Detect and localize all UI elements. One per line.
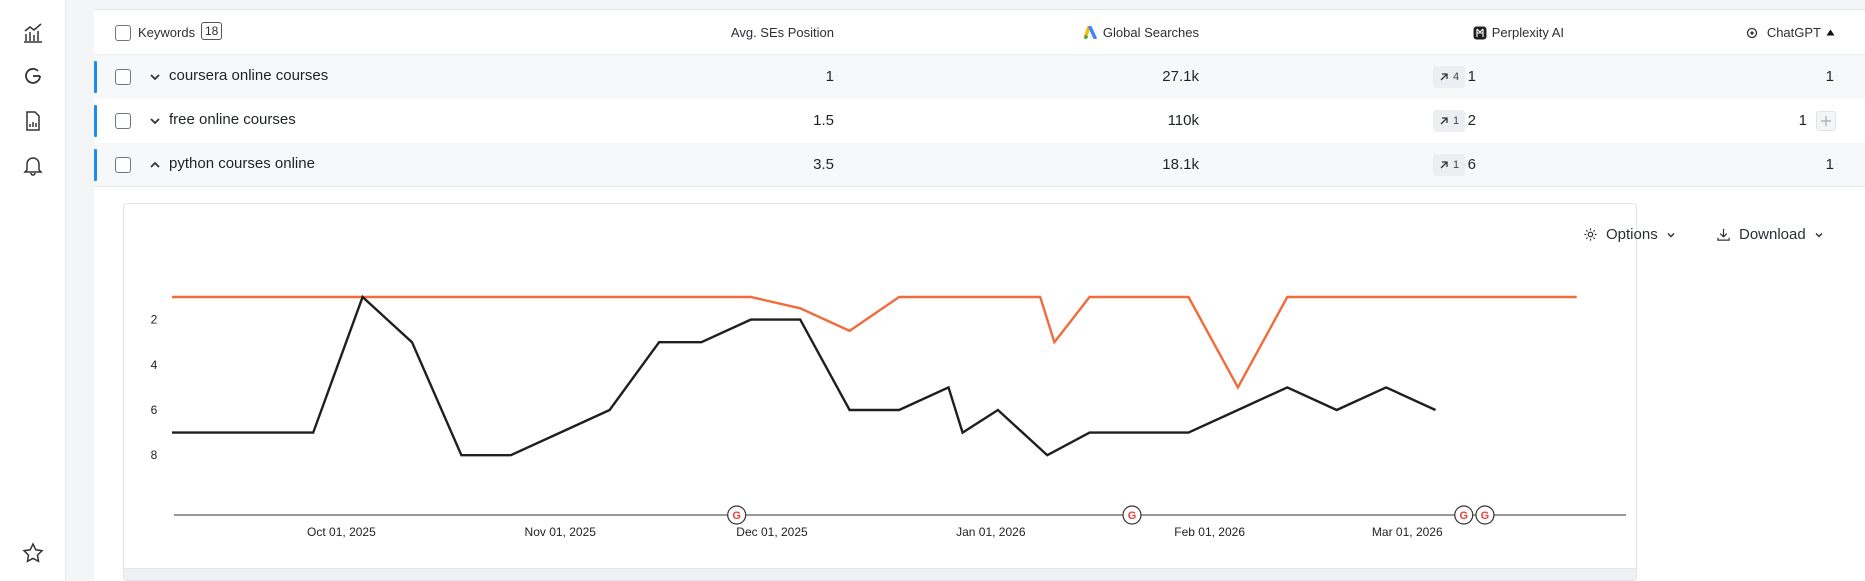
table-row[interactable]: python courses online 3.5 18.1k 6 1 1 bbox=[94, 143, 1865, 187]
chevron-up-icon[interactable] bbox=[148, 158, 162, 172]
trend-value: 1 bbox=[1453, 159, 1460, 171]
trend-badge[interactable]: 4 bbox=[1433, 66, 1466, 88]
position-history-chart-card: Options Download 2 4 6 8 Oct 01, 2025 Nov 01,… bbox=[123, 203, 1823, 581]
google-update-marker-label: G bbox=[1481, 510, 1490, 522]
google-ads-icon bbox=[1083, 26, 1097, 39]
download-button[interactable]: Download bbox=[1716, 226, 1824, 243]
series-line-orange bbox=[172, 295, 1577, 390]
options-button[interactable]: Options bbox=[1583, 226, 1676, 243]
download-label: Download bbox=[1739, 226, 1806, 243]
series-line-black bbox=[172, 294, 1436, 457]
google-update-marker bbox=[1475, 505, 1495, 525]
keyword-cell[interactable]: coursera online courses bbox=[169, 67, 329, 84]
main-content: Keywords 18 Avg. SEs Position Global Sea… bbox=[94, 0, 1865, 581]
chatgpt-header[interactable]: ChatGPT bbox=[1746, 25, 1835, 40]
google-update-marker bbox=[727, 505, 747, 525]
report-icon[interactable] bbox=[20, 108, 46, 134]
keyword-cell[interactable]: free online courses bbox=[169, 111, 296, 128]
x-tick-label: Jan 01, 2026 bbox=[956, 525, 1026, 539]
google-update-marker bbox=[1122, 505, 1142, 525]
trend-value: 1 bbox=[1453, 115, 1460, 127]
chatgpt-cell: 1 bbox=[1825, 68, 1834, 85]
global-searches-cell: 18.1k bbox=[1162, 156, 1199, 173]
download-icon bbox=[1717, 228, 1730, 241]
trend-badge[interactable]: 1 bbox=[1433, 154, 1466, 176]
perplexity-cell: 6 bbox=[1467, 156, 1476, 173]
google-update-marker-label: G bbox=[1459, 510, 1468, 522]
google-update-marker bbox=[1454, 505, 1474, 525]
avg-position-header-label: Avg. SEs Position bbox=[730, 25, 834, 40]
google-update-marker-label: G bbox=[732, 510, 741, 522]
line-chart[interactable]: 2 4 6 8 Oct 01, 2025 Nov 01, 2025 Dec 01, 2025… bbox=[124, 204, 1636, 570]
select-all-checkbox[interactable] bbox=[115, 25, 131, 41]
avg-position-cell: 1.5 bbox=[813, 112, 834, 129]
sidebar bbox=[0, 0, 66, 581]
perplexity-cell: 2 bbox=[1467, 112, 1476, 129]
global-searches-cell: 110k bbox=[1167, 112, 1199, 129]
google-icon[interactable] bbox=[20, 63, 46, 89]
add-icon[interactable] bbox=[1816, 111, 1836, 131]
x-tick-label: Feb 01, 2026 bbox=[1174, 525, 1245, 539]
avg-position-cell: 1 bbox=[825, 68, 834, 85]
row-checkbox[interactable] bbox=[115, 157, 131, 173]
options-label: Options bbox=[1606, 226, 1658, 243]
row-accent bbox=[94, 149, 97, 181]
x-tick-label: Oct 01, 2025 bbox=[307, 525, 376, 539]
keyword-cell[interactable]: python courses online bbox=[169, 155, 315, 172]
star-icon[interactable] bbox=[20, 540, 46, 566]
x-tick-label: Dec 01, 2025 bbox=[736, 525, 808, 539]
perplexity-icon bbox=[1473, 26, 1487, 39]
chevron-down-icon[interactable] bbox=[148, 114, 162, 128]
global-searches-header[interactable]: Global Searches bbox=[1083, 25, 1199, 40]
perplexity-header-label: Perplexity AI bbox=[1491, 25, 1564, 40]
gear-icon bbox=[1584, 228, 1597, 241]
y-tick-label: 8 bbox=[151, 448, 158, 462]
row-checkbox[interactable] bbox=[115, 113, 131, 129]
chart-icon[interactable] bbox=[20, 20, 46, 46]
row-accent bbox=[94, 61, 97, 93]
chatgpt-cell: 1 bbox=[1825, 156, 1834, 173]
global-searches-cell: 27.1k bbox=[1162, 68, 1199, 85]
x-tick-label: Mar 01, 2026 bbox=[1372, 525, 1443, 539]
chart-footer bbox=[124, 568, 1636, 580]
row-checkbox[interactable] bbox=[115, 69, 131, 85]
table-row[interactable]: coursera online courses 1 27.1k 1 4 1 bbox=[94, 55, 1865, 99]
trend-value: 4 bbox=[1453, 71, 1460, 83]
chatgpt-cell: 1 bbox=[1798, 112, 1807, 129]
table-row[interactable]: free online courses 1.5 110k 2 1 1 bbox=[94, 99, 1865, 143]
chatgpt-header-label: ChatGPT bbox=[1766, 25, 1821, 40]
y-tick-label: 6 bbox=[151, 403, 158, 417]
arrow-up-right-icon bbox=[1440, 73, 1448, 81]
chevron-down-icon bbox=[1667, 232, 1675, 238]
y-tick-label: 4 bbox=[151, 358, 158, 372]
perplexity-cell: 1 bbox=[1467, 68, 1476, 85]
y-tick-label: 2 bbox=[151, 313, 158, 327]
arrow-up-right-icon bbox=[1440, 117, 1448, 125]
global-searches-header-label: Global Searches bbox=[1102, 25, 1199, 40]
chevron-down-icon bbox=[1815, 232, 1823, 238]
table-header: Keywords 18 Avg. SEs Position Global Sea… bbox=[94, 11, 1865, 55]
chatgpt-icon bbox=[1746, 27, 1757, 38]
keywords-count-badge: 18 bbox=[201, 22, 223, 40]
row-accent bbox=[94, 105, 97, 137]
bell-icon[interactable] bbox=[20, 152, 46, 178]
avg-position-header[interactable]: Avg. SEs Position bbox=[731, 25, 834, 40]
keywords-header[interactable]: Keywords bbox=[138, 25, 196, 40]
arrow-up-right-icon bbox=[1440, 161, 1448, 169]
perplexity-header[interactable]: Perplexity AI bbox=[1473, 25, 1564, 40]
top-divider bbox=[94, 0, 1865, 10]
trend-badge[interactable]: 1 bbox=[1433, 110, 1466, 132]
avg-position-cell: 3.5 bbox=[813, 156, 834, 173]
google-update-marker-label: G bbox=[1128, 510, 1137, 522]
sort-desc-icon bbox=[1826, 29, 1835, 36]
x-tick-label: Nov 01, 2025 bbox=[525, 525, 597, 539]
chevron-down-icon[interactable] bbox=[148, 70, 162, 84]
